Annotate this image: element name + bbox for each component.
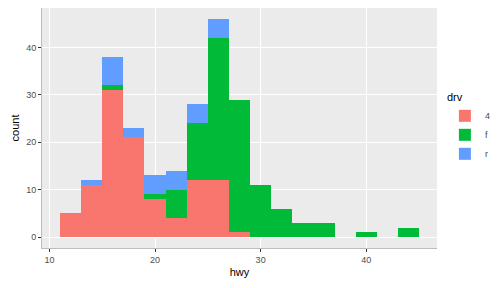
- svg-text:30: 30: [256, 255, 266, 265]
- svg-text:20: 20: [150, 255, 160, 265]
- svg-text:4: 4: [485, 111, 490, 121]
- svg-text:f: f: [485, 130, 488, 140]
- svg-text:0: 0: [31, 232, 36, 242]
- svg-text:r: r: [485, 149, 488, 159]
- svg-text:hwy: hwy: [230, 266, 250, 278]
- svg-text:10: 10: [44, 255, 54, 265]
- svg-text:count: count: [9, 115, 21, 142]
- svg-text:40: 40: [361, 255, 371, 265]
- svg-text:drv: drv: [447, 91, 463, 103]
- svg-text:40: 40: [26, 43, 36, 53]
- svg-text:10: 10: [26, 185, 36, 195]
- svg-text:20: 20: [26, 137, 36, 147]
- svg-text:30: 30: [26, 90, 36, 100]
